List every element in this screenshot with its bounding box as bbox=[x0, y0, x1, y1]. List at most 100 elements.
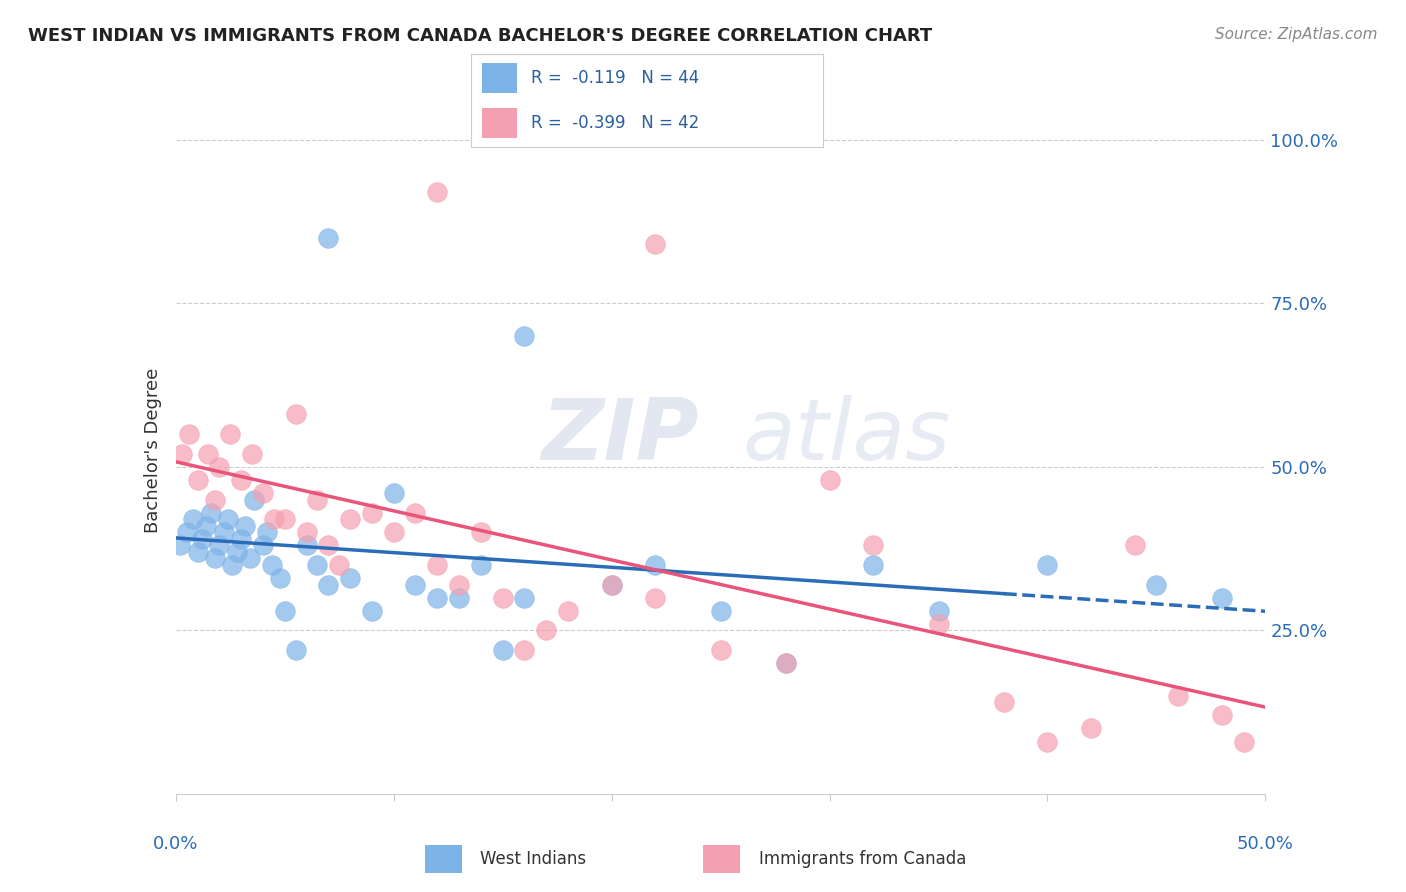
Point bbox=[186, 473, 209, 487]
Point bbox=[195, 518, 218, 533]
Point bbox=[600, 577, 623, 591]
Text: Source: ZipAtlas.com: Source: ZipAtlas.com bbox=[1215, 27, 1378, 42]
Text: WEST INDIAN VS IMMIGRANTS FROM CANADA BACHELOR'S DEGREE CORRELATION CHART: WEST INDIAN VS IMMIGRANTS FROM CANADA BA… bbox=[28, 27, 932, 45]
Point bbox=[644, 591, 666, 605]
Point bbox=[470, 525, 492, 540]
Point bbox=[993, 695, 1015, 709]
Point bbox=[256, 525, 278, 540]
Point bbox=[169, 538, 191, 552]
Point bbox=[260, 558, 283, 572]
Text: 50.0%: 50.0% bbox=[1237, 835, 1294, 853]
Point bbox=[818, 473, 841, 487]
Point bbox=[492, 643, 515, 657]
Point bbox=[212, 525, 235, 540]
Point bbox=[240, 447, 263, 461]
Point bbox=[197, 447, 219, 461]
Point bbox=[235, 518, 257, 533]
Point bbox=[644, 237, 666, 252]
Point bbox=[243, 492, 266, 507]
Point bbox=[295, 525, 318, 540]
Point bbox=[1211, 708, 1233, 723]
Point bbox=[225, 545, 247, 559]
Point bbox=[318, 538, 340, 552]
Point bbox=[295, 538, 318, 552]
Point bbox=[600, 577, 623, 591]
Point bbox=[217, 512, 239, 526]
Point bbox=[177, 427, 200, 442]
Point bbox=[191, 532, 214, 546]
Point bbox=[1232, 734, 1256, 748]
Text: R =  -0.119   N = 44: R = -0.119 N = 44 bbox=[531, 69, 699, 87]
Point bbox=[318, 231, 340, 245]
Point bbox=[269, 571, 291, 585]
Point bbox=[176, 525, 198, 540]
Point bbox=[513, 643, 536, 657]
Point bbox=[208, 459, 231, 474]
Point bbox=[274, 604, 297, 618]
Point bbox=[426, 591, 449, 605]
Point bbox=[263, 512, 285, 526]
Point bbox=[557, 604, 579, 618]
Point bbox=[339, 512, 361, 526]
Bar bbox=[482, 108, 517, 138]
Point bbox=[710, 604, 733, 618]
Point bbox=[284, 408, 307, 422]
Point bbox=[1036, 734, 1059, 748]
Point bbox=[382, 525, 405, 540]
Point bbox=[447, 577, 470, 591]
Point bbox=[405, 506, 427, 520]
Point bbox=[1211, 591, 1233, 605]
Point bbox=[328, 558, 350, 572]
Point bbox=[186, 545, 209, 559]
Point bbox=[360, 506, 382, 520]
Point bbox=[470, 558, 492, 572]
Bar bbox=[703, 845, 740, 872]
Y-axis label: Bachelor's Degree: Bachelor's Degree bbox=[143, 368, 162, 533]
Point bbox=[360, 604, 382, 618]
Text: ZIP: ZIP bbox=[541, 395, 699, 478]
Point bbox=[513, 329, 536, 343]
Point bbox=[928, 616, 950, 631]
Point bbox=[221, 558, 243, 572]
Bar bbox=[482, 63, 517, 93]
Point bbox=[1144, 577, 1167, 591]
Point bbox=[1123, 538, 1146, 552]
Point bbox=[219, 427, 242, 442]
Point bbox=[513, 591, 536, 605]
Point bbox=[928, 604, 950, 618]
Point bbox=[447, 591, 470, 605]
Point bbox=[252, 538, 274, 552]
Point bbox=[534, 624, 557, 638]
Point bbox=[426, 558, 449, 572]
Point bbox=[231, 532, 253, 546]
Point bbox=[1080, 722, 1102, 736]
Point bbox=[239, 551, 262, 566]
Point bbox=[644, 558, 666, 572]
Point bbox=[181, 512, 204, 526]
Point bbox=[710, 643, 733, 657]
Point bbox=[775, 656, 797, 670]
Point bbox=[307, 492, 329, 507]
Point bbox=[274, 512, 297, 526]
Point bbox=[208, 538, 231, 552]
Point bbox=[307, 558, 329, 572]
Point bbox=[252, 486, 274, 500]
Point bbox=[405, 577, 427, 591]
Point bbox=[862, 558, 884, 572]
Text: atlas: atlas bbox=[742, 395, 950, 478]
Point bbox=[204, 492, 226, 507]
Point bbox=[1167, 689, 1189, 703]
Point bbox=[492, 591, 515, 605]
Text: R =  -0.399   N = 42: R = -0.399 N = 42 bbox=[531, 114, 699, 132]
Text: West Indians: West Indians bbox=[481, 849, 586, 868]
Point bbox=[426, 185, 449, 199]
Point bbox=[862, 538, 884, 552]
Bar bbox=[425, 845, 461, 872]
Text: Immigrants from Canada: Immigrants from Canada bbox=[759, 849, 966, 868]
Point bbox=[339, 571, 361, 585]
Point bbox=[204, 551, 226, 566]
Point bbox=[382, 486, 405, 500]
Point bbox=[1036, 558, 1059, 572]
Point bbox=[231, 473, 253, 487]
Text: 0.0%: 0.0% bbox=[153, 835, 198, 853]
